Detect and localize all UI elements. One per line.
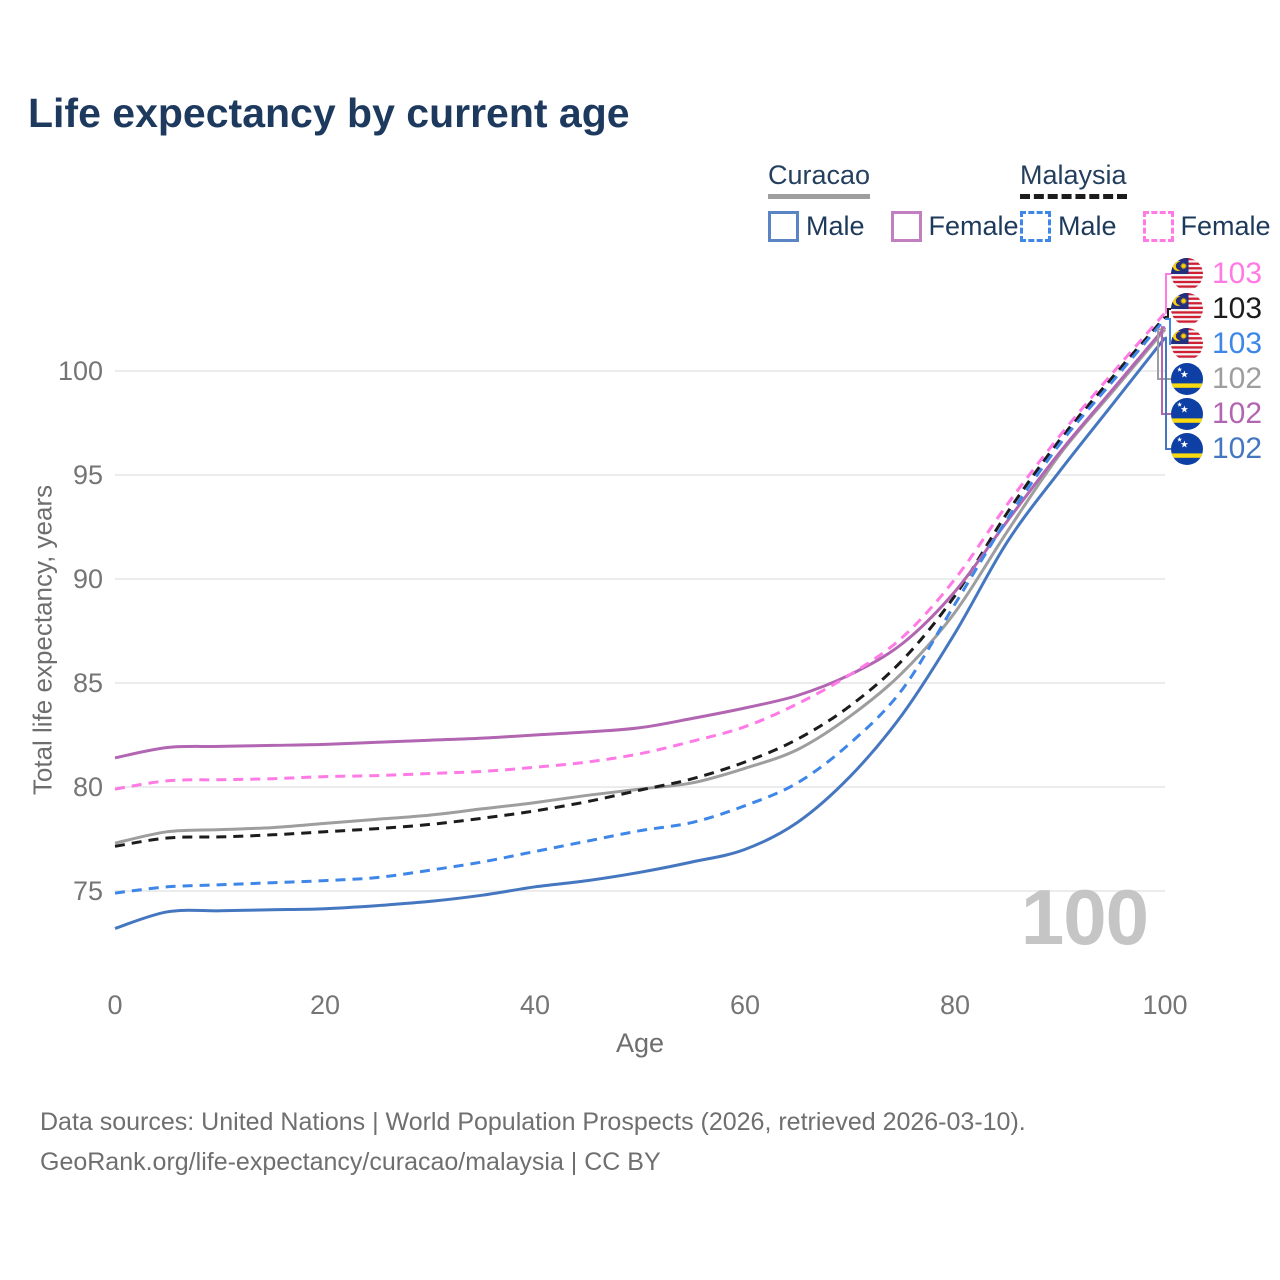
end-label-row: 102 [1171, 397, 1262, 431]
legend-entry-malaysia-female[interactable]: Female [1142, 211, 1271, 242]
legend-group-malaysia: Malaysia Male Female [1020, 160, 1271, 242]
end-label-value: 102 [1212, 362, 1263, 395]
malaysia-male-checkbox-icon[interactable] [1020, 211, 1051, 242]
malaysia-flag-icon [1171, 293, 1203, 325]
y-tick-label: 75 [72, 876, 103, 906]
end-label-row: 103 [1171, 257, 1262, 291]
legend-group-curacao: Curacao Male Female [768, 160, 1019, 242]
legend: Curacao Male Female Malaysia Male [0, 160, 1280, 244]
curacao-female-checkbox-icon[interactable] [890, 211, 922, 242]
legend-entry-curacao-female[interactable]: Female [890, 211, 1019, 242]
malaysia-flag-icon [1171, 258, 1203, 290]
curacao-male-checkbox-icon[interactable] [768, 211, 799, 242]
x-tick-label: 20 [309, 990, 341, 1020]
malaysia-female-checkbox-icon[interactable] [1142, 211, 1174, 242]
legend-label: Female [1180, 211, 1271, 241]
curacao-flag-icon [1171, 363, 1203, 395]
x-tick-label: 60 [729, 990, 761, 1020]
y-axis-title: Total life expectancy, years [27, 484, 58, 796]
end-label-value: 103 [1212, 292, 1263, 325]
end-label-value: 102 [1212, 432, 1263, 465]
legend-entry-curacao-male[interactable]: Male [768, 211, 865, 242]
legend-row-curacao: Male Female [768, 211, 1019, 242]
current-age-watermark: 100 [1020, 873, 1149, 961]
legend-label: Female [928, 211, 1019, 241]
x-tick-label: 40 [519, 990, 551, 1020]
x-tick-label: 100 [1142, 990, 1188, 1020]
end-label-row: 103 [1171, 292, 1262, 326]
leader-line [1165, 318, 1171, 345]
y-tick-label: 95 [72, 460, 103, 490]
end-label-value: 103 [1212, 257, 1263, 290]
legend-label: Male [1058, 211, 1117, 241]
end-label-row: 103 [1171, 327, 1262, 361]
leader-line [1165, 336, 1171, 450]
end-label-row: 102 [1171, 432, 1262, 466]
malaysia-flag-icon [1171, 328, 1203, 360]
series-line-malaysia-female [114, 311, 1167, 791]
legend-entry-malaysia-male[interactable]: Male [1020, 211, 1117, 242]
y-tick-label: 80 [72, 772, 103, 802]
end-label-row: 102 [1171, 362, 1262, 396]
series-line-malaysia-male [114, 318, 1167, 895]
legend-country-malaysia[interactable]: Malaysia [1020, 160, 1127, 199]
legend-label: Male [806, 211, 865, 241]
series-line-curacao-female [114, 326, 1167, 760]
legend-row-malaysia: Male Female [1020, 211, 1271, 242]
end-label-value: 103 [1212, 327, 1263, 360]
y-tick-label: 100 [57, 356, 103, 386]
legend-country-curacao[interactable]: Curacao [768, 160, 871, 199]
curacao-flag-icon [1171, 398, 1203, 430]
series-line-curacao [114, 328, 1167, 845]
leader-line [1165, 308, 1171, 318]
end-label-value: 102 [1212, 397, 1263, 430]
footer-sources: Data sources: United Nations | World Pop… [40, 1108, 1026, 1136]
footer-attribution[interactable]: GeoRank.org/life-expectancy/curacao/mala… [40, 1148, 661, 1176]
series-line-curacao-male [114, 336, 1167, 930]
x-tick-label: 80 [939, 990, 971, 1020]
curacao-flag-icon [1171, 433, 1203, 465]
y-tick-label: 90 [72, 564, 103, 594]
y-tick-label: 85 [72, 668, 103, 698]
page-title: Life expectancy by current age [28, 90, 630, 136]
x-axis-title: Age [615, 1028, 665, 1058]
series-line-malaysia [114, 315, 1167, 848]
leader-line [1165, 273, 1171, 314]
x-tick-label: 0 [107, 990, 123, 1020]
